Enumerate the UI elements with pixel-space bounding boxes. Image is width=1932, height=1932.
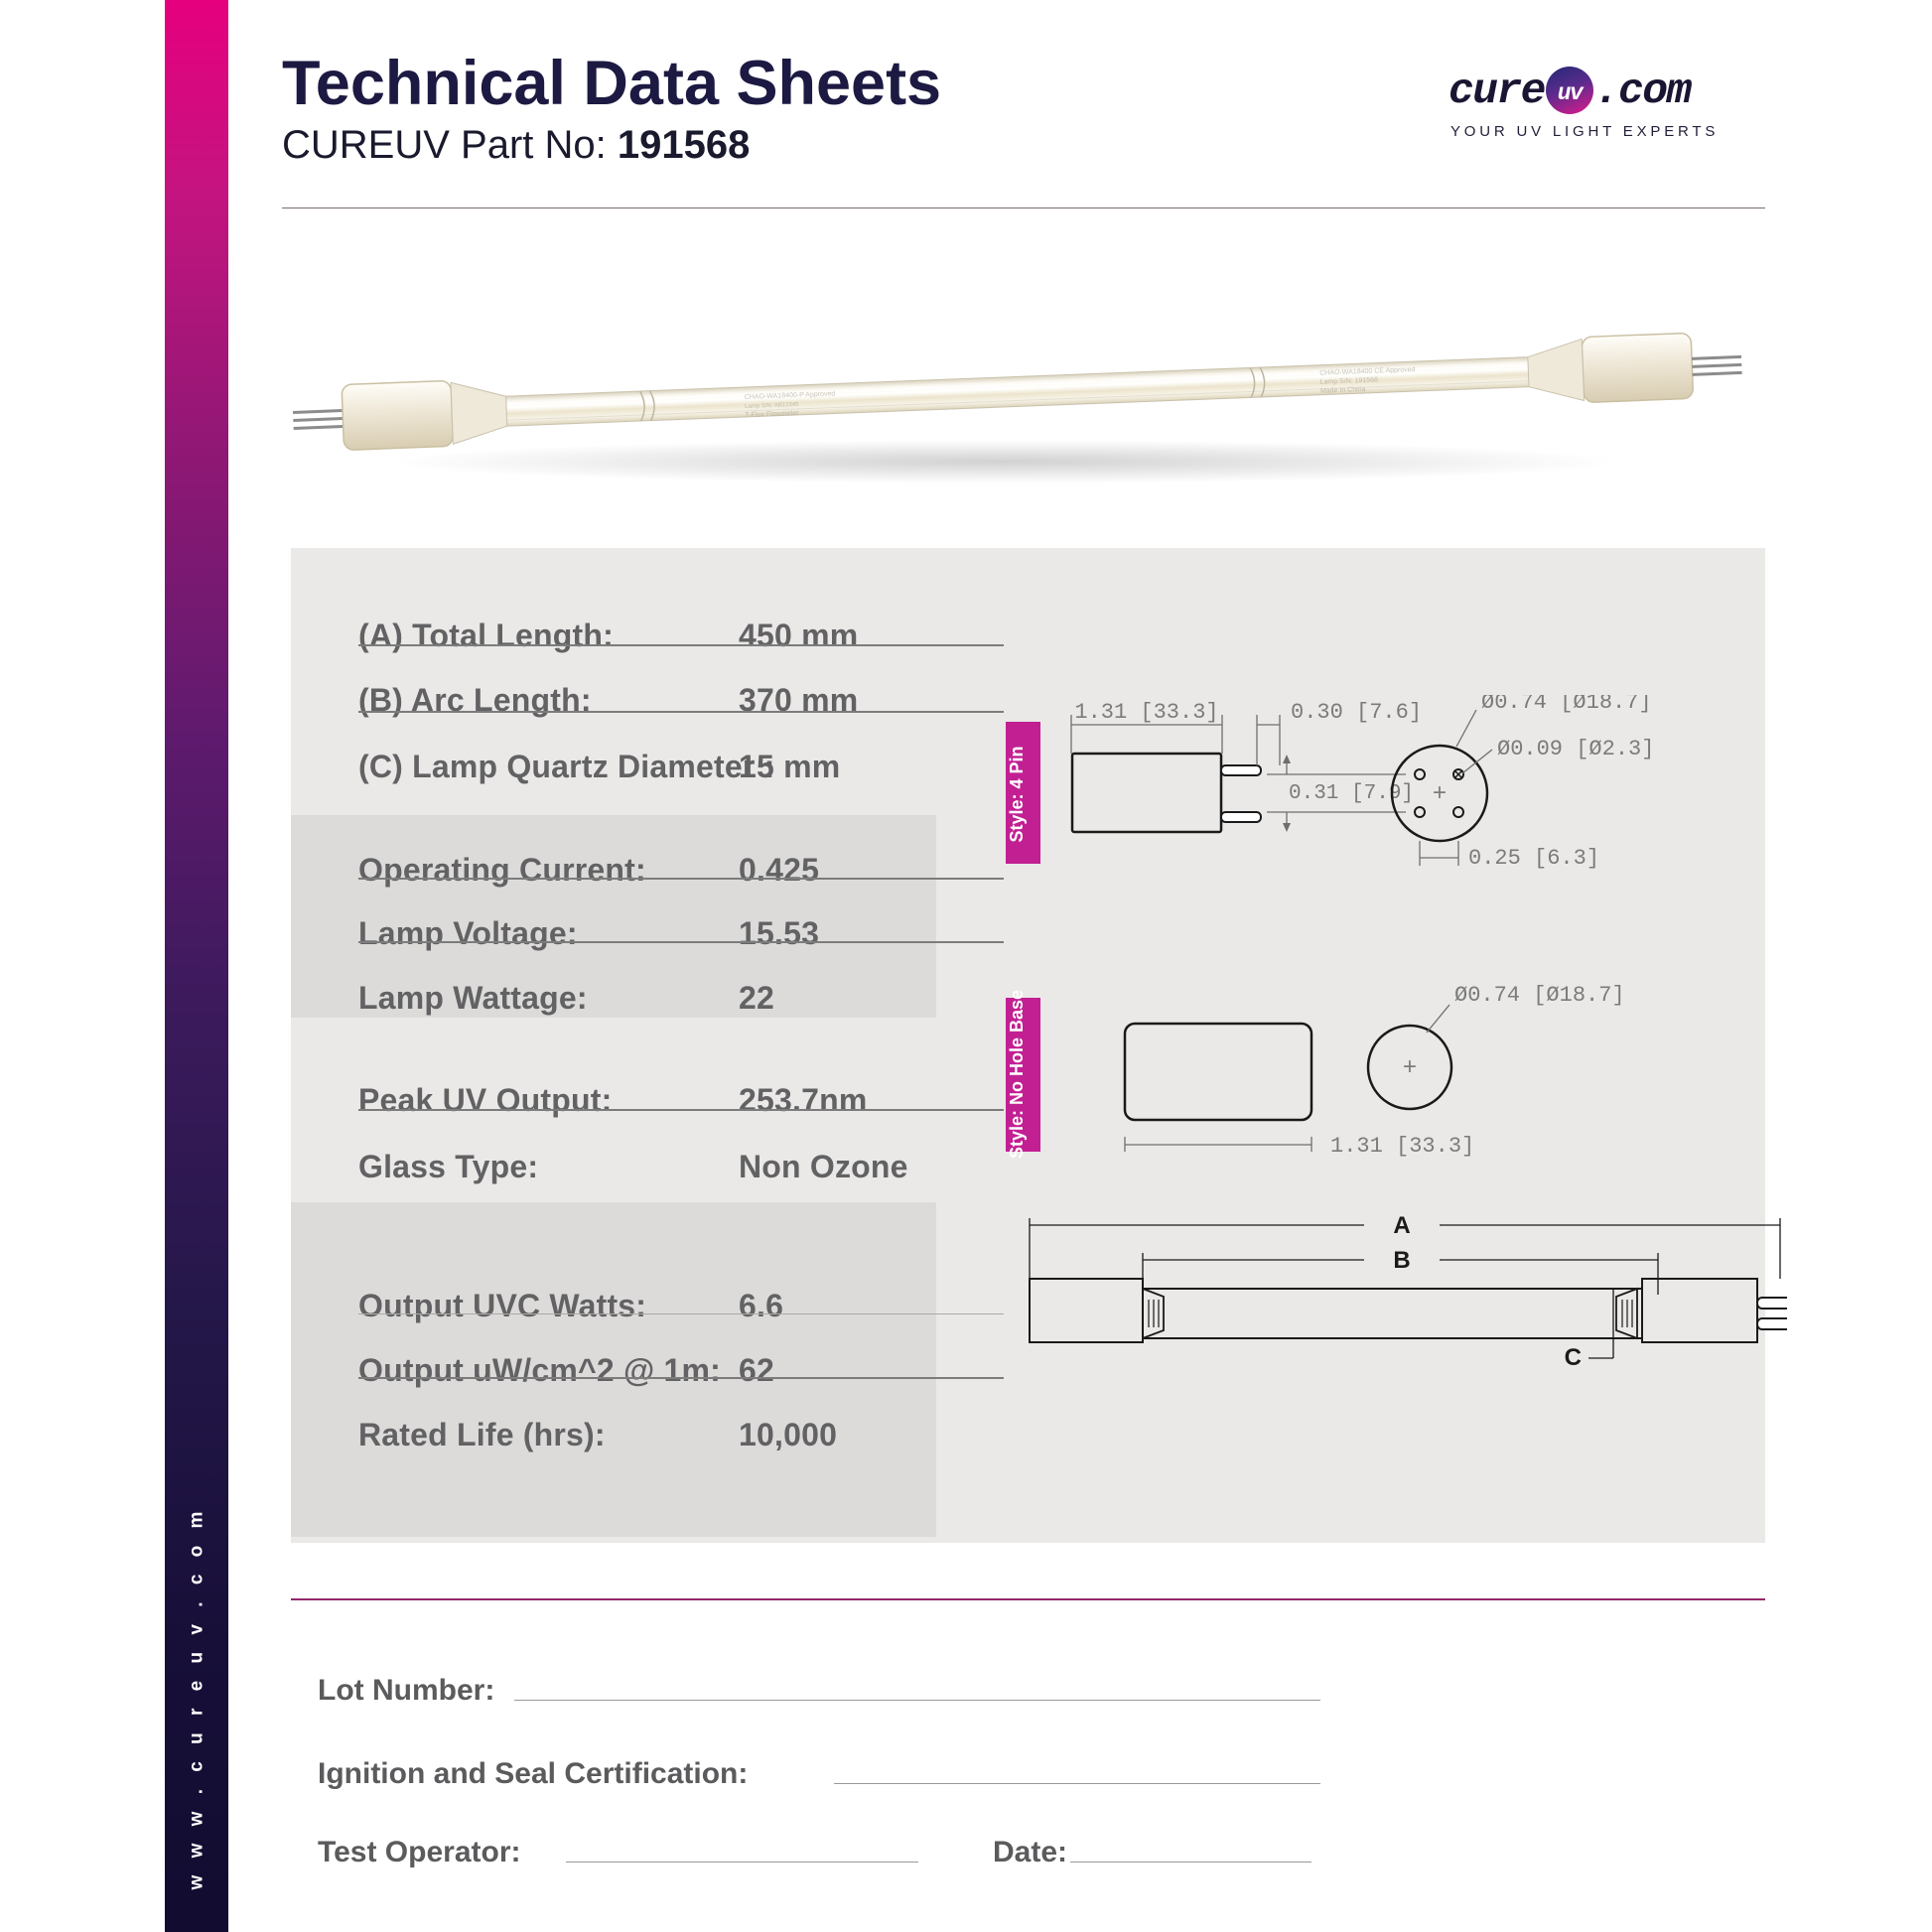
svg-text:C: C: [1565, 1344, 1582, 1371]
svg-text:T-Flux Flowmeter: T-Flux Flowmeter: [745, 410, 799, 419]
svg-text:Ø0.74 [Ø18.7]: Ø0.74 [Ø18.7]: [1454, 983, 1625, 1008]
svg-text:B: B: [1393, 1247, 1410, 1274]
svg-text:Ø0.74 [Ø18.7]: Ø0.74 [Ø18.7]: [1481, 695, 1652, 715]
svg-text:0.31 [7.9]: 0.31 [7.9]: [1289, 782, 1414, 805]
svg-text:1.31 [33.3]: 1.31 [33.3]: [1074, 700, 1218, 725]
svg-text:0.30 [7.6]: 0.30 [7.6]: [1291, 700, 1422, 725]
svg-text:0.25 [6.3]: 0.25 [6.3]: [1468, 846, 1599, 871]
svg-text:+: +: [1433, 781, 1447, 808]
svg-text:A: A: [1393, 1212, 1410, 1239]
svg-text:Ø0.09 [Ø2.3]: Ø0.09 [Ø2.3]: [1497, 737, 1654, 761]
svg-text:Style: 4 Pin: Style: 4 Pin: [1007, 746, 1027, 842]
svg-text:uv: uv: [1558, 80, 1585, 106]
svg-text:Style: No Hole Base: Style: No Hole Base: [1007, 990, 1027, 1159]
svg-text:+: +: [1403, 1055, 1417, 1082]
svg-text:1.31 [33.3]: 1.31 [33.3]: [1330, 1134, 1474, 1159]
